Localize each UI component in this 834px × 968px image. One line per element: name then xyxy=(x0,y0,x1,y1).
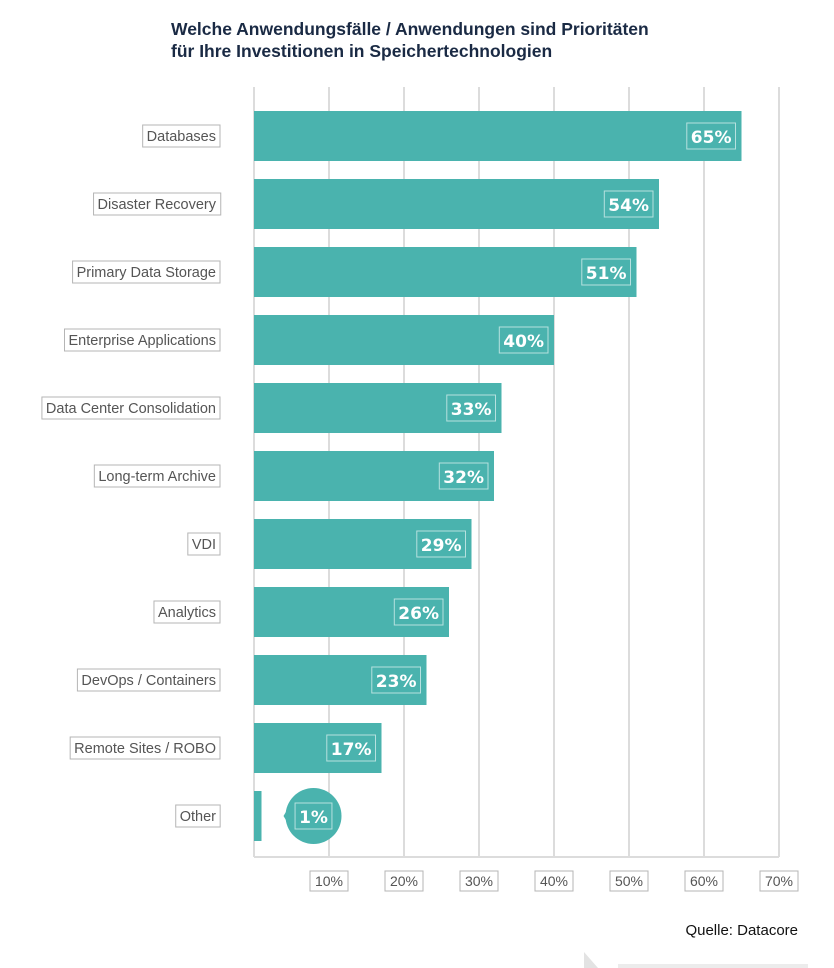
x-tick-label: 50% xyxy=(615,873,643,889)
value-label: 40% xyxy=(503,332,544,352)
value-label: 51% xyxy=(586,264,627,284)
category-label-box xyxy=(142,124,221,148)
x-tick-box xyxy=(384,870,424,892)
bar xyxy=(254,587,449,637)
bar xyxy=(254,655,427,705)
x-tick-label: 20% xyxy=(390,873,418,889)
value-label-box xyxy=(416,530,466,558)
chart-title-line-1: Welche Anwendungsfälle / Anwendungen sin… xyxy=(171,19,649,39)
x-tick-label: 70% xyxy=(765,873,793,889)
bar xyxy=(254,723,382,773)
category-label: Databases xyxy=(147,129,216,145)
value-label-box xyxy=(446,394,496,422)
chart-title-line-2: für Ihre Investitionen in Speichertechno… xyxy=(171,41,553,61)
x-tick-label: 40% xyxy=(540,873,568,889)
value-label-box xyxy=(498,326,549,354)
value-label-box xyxy=(393,598,444,626)
value-label: 54% xyxy=(608,196,649,216)
chart-title: Welche Anwendungsfälle / Anwendungen sin… xyxy=(171,18,771,62)
category-label: Other xyxy=(180,809,216,825)
value-label-box xyxy=(438,462,489,490)
category-label-box xyxy=(64,328,221,352)
category-label-box xyxy=(72,260,221,284)
category-label-box xyxy=(93,464,221,488)
bar xyxy=(254,383,502,433)
category-label-box xyxy=(93,192,222,216)
x-tick-label: 10% xyxy=(315,873,343,889)
x-tick-box xyxy=(459,870,499,892)
category-label-box xyxy=(41,396,221,420)
value-label: 26% xyxy=(398,604,439,624)
category-label: Data Center Consolidation xyxy=(46,401,216,417)
x-tick-box xyxy=(609,870,649,892)
category-label: Enterprise Applications xyxy=(69,333,217,349)
x-tick-label: 60% xyxy=(690,873,718,889)
x-tick-box xyxy=(759,870,799,892)
callout-bubble xyxy=(285,788,342,844)
x-tick-box xyxy=(309,870,349,892)
category-label: Remote Sites / ROBO xyxy=(74,741,216,757)
value-label: 17% xyxy=(331,740,372,760)
datacore-logo-icon xyxy=(584,952,808,968)
value-label-box xyxy=(371,666,421,694)
category-label-box xyxy=(76,668,221,692)
category-label-box xyxy=(175,804,221,828)
category-label: VDI xyxy=(192,537,216,553)
x-tick-box xyxy=(534,870,574,892)
value-label: 65% xyxy=(691,128,732,148)
category-label: Long-term Archive xyxy=(98,469,216,485)
category-label: DevOps / Containers xyxy=(81,673,216,689)
bar xyxy=(254,791,262,841)
value-label: 33% xyxy=(451,400,492,420)
value-label-box xyxy=(581,258,631,286)
category-label-box xyxy=(187,532,221,556)
value-label: 29% xyxy=(421,536,462,556)
category-label-box xyxy=(69,736,221,760)
x-tick-label: 30% xyxy=(465,873,493,889)
value-label: 23% xyxy=(376,672,417,692)
bar xyxy=(254,315,554,365)
source-note: Quelle: Datacore xyxy=(685,922,798,939)
value-label-box xyxy=(294,802,333,830)
bar xyxy=(254,111,742,161)
value-label: 32% xyxy=(443,468,484,488)
category-label-box xyxy=(153,600,221,624)
bar xyxy=(254,451,494,501)
category-label: Analytics xyxy=(158,605,216,621)
bar xyxy=(254,179,659,229)
value-label: 1% xyxy=(299,808,328,828)
category-label: Disaster Recovery xyxy=(98,197,217,213)
category-label: Primary Data Storage xyxy=(77,265,216,281)
bar xyxy=(254,519,472,569)
value-label-box xyxy=(603,190,654,218)
value-label-box xyxy=(686,122,736,150)
x-tick-box xyxy=(684,870,724,892)
bar xyxy=(254,247,637,297)
value-label-box xyxy=(326,734,376,762)
